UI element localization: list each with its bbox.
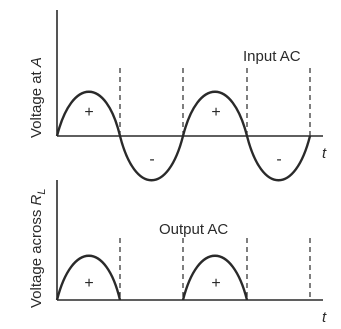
top-t-axis-label: t [322,145,327,162]
positive-half-sign: + [84,275,93,292]
output-half-wave-1 [55,254,122,301]
bottom-t-axis-label: t [322,309,327,326]
input-ac-graph: + - + - Input AC t Voltage at A [28,10,327,182]
input-ac-caption: Input AC [243,48,301,65]
output-ac-caption: Output AC [159,221,228,238]
positive-half-sign: + [211,275,220,292]
positive-half-sign: + [211,104,220,121]
positive-half-sign: + [84,104,93,121]
bottom-y-axis-label: Voltage across RL [28,188,48,308]
output-half-wave-2 [181,254,249,301]
negative-half-sign: - [276,151,281,168]
negative-half-sign: - [149,151,154,168]
output-ac-graph: + + Output AC t Voltage across RL [28,180,327,326]
top-y-axis-label: Voltage at A [28,57,45,138]
